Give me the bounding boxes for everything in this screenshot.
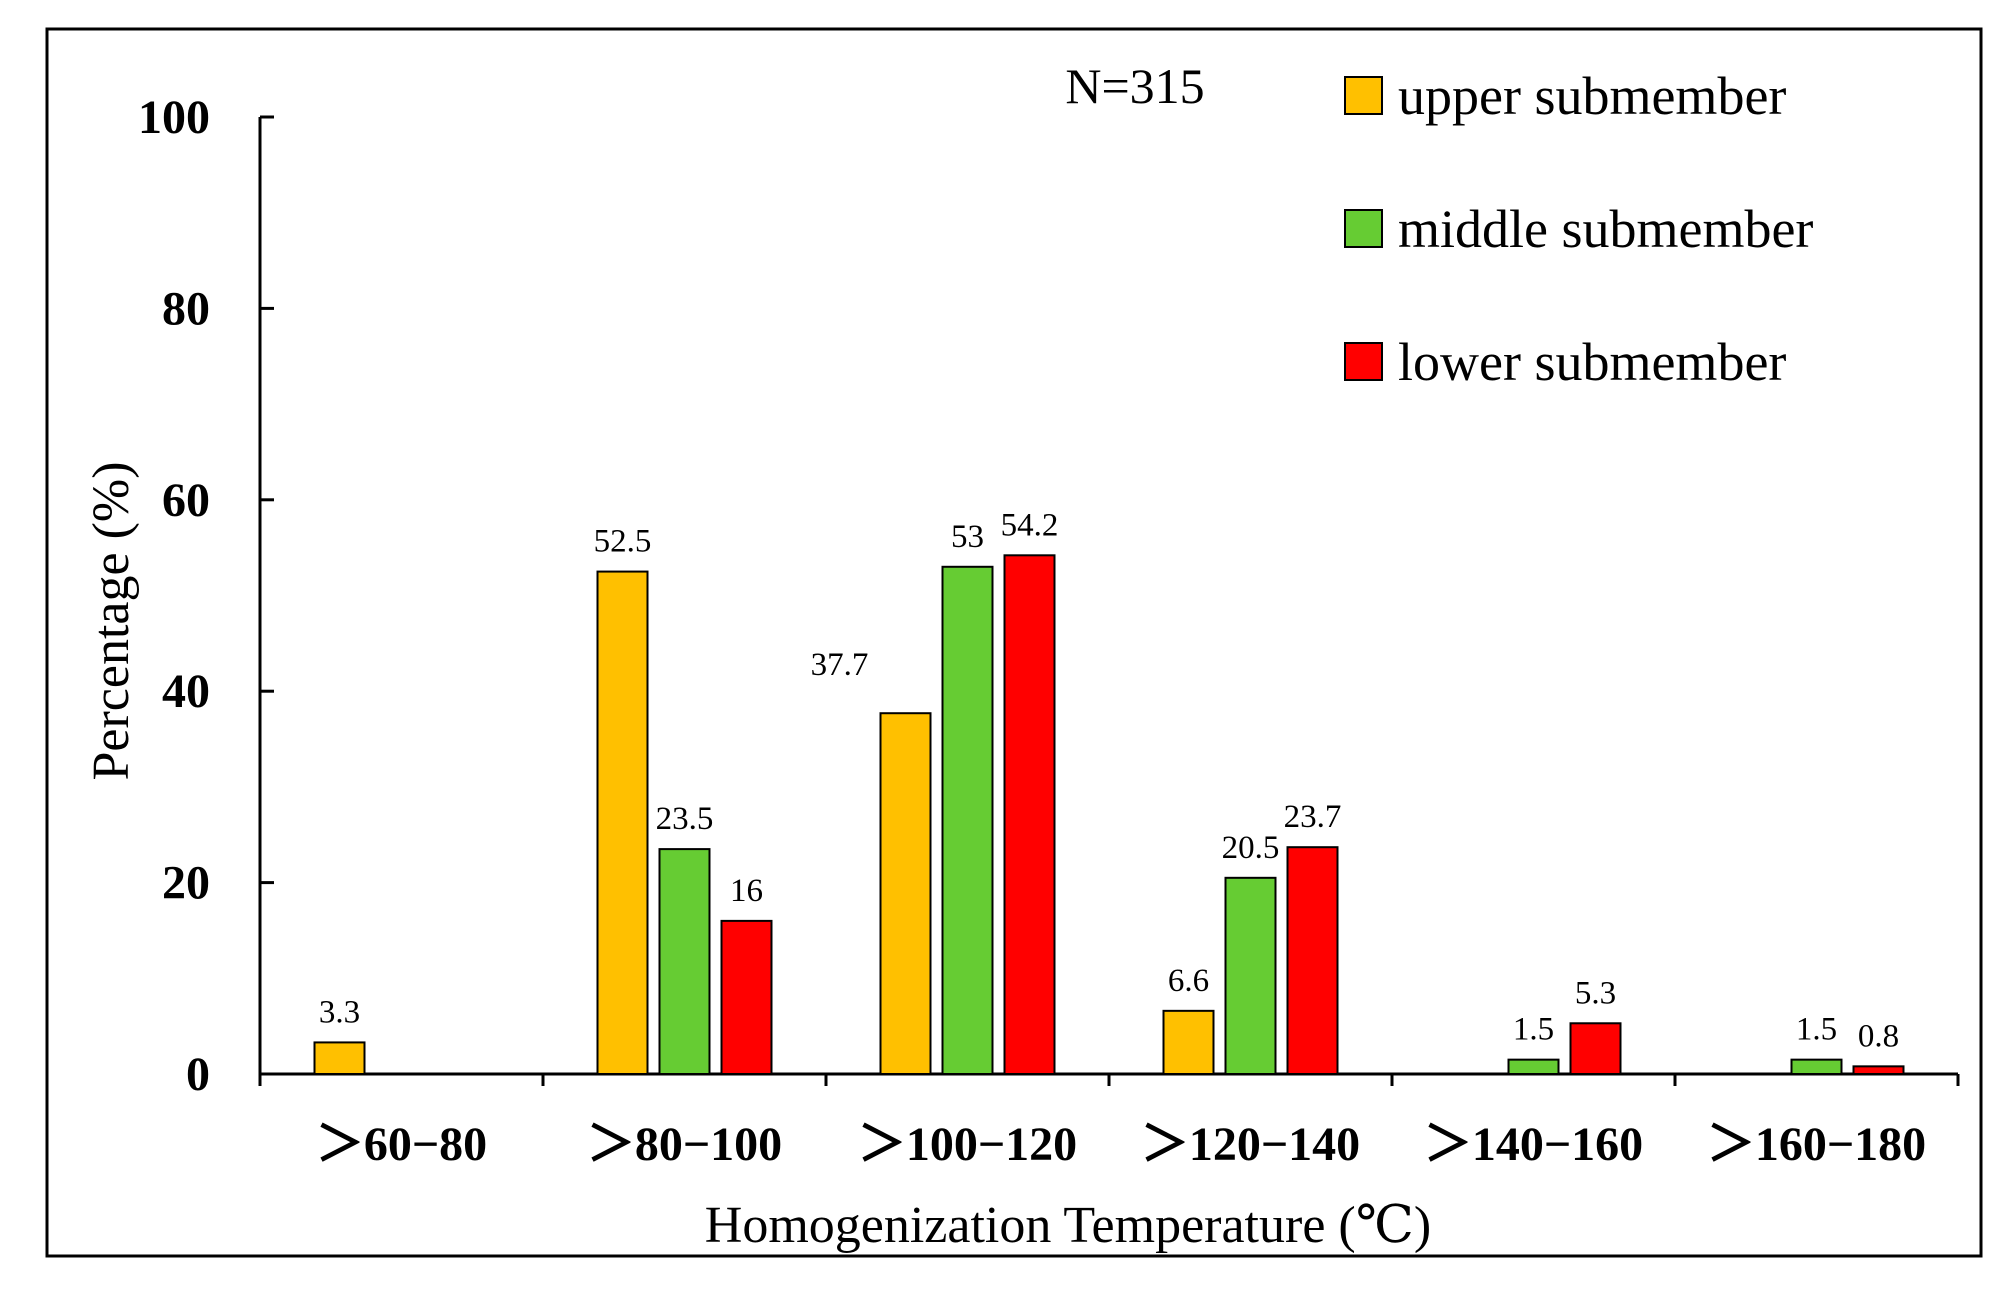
bar [313, 1041, 366, 1075]
bar [1224, 876, 1277, 1075]
data-label: 6.6 [1168, 963, 1209, 999]
bars [313, 554, 1905, 1076]
legend: upper submember middle submember lower sub… [1344, 66, 1813, 392]
data-label: 37.7 [811, 647, 869, 683]
bar [1852, 1065, 1905, 1075]
bar [658, 848, 711, 1075]
x-tick-label: ＞100−120 [858, 1118, 1077, 1171]
data-label: 1.5 [1513, 1012, 1554, 1048]
y-tick-label: 100 [138, 91, 210, 144]
x-tick-label: ＞160−180 [1707, 1118, 1926, 1171]
chart-frame [45, 27, 1983, 1258]
axes: 0 20 40 60 80 100 ＞60−80 ＞80−100 ＞100−120 ＞120−14… [138, 91, 1960, 1171]
y-tick-label: 0 [186, 1048, 210, 1101]
legend-label: upper submember [1398, 66, 1786, 126]
bar [1569, 1022, 1622, 1075]
data-label: 52.5 [594, 524, 652, 560]
y-axis-title: Percentage (%) [83, 461, 140, 780]
x-tick-label: ＞80−100 [587, 1118, 782, 1171]
legend-swatch [1344, 76, 1383, 115]
bar [1286, 846, 1339, 1075]
legend-swatch [1344, 209, 1383, 248]
bar [720, 919, 773, 1075]
data-label: 3.3 [319, 994, 360, 1030]
y-tick-label: 60 [162, 474, 210, 527]
bar [1162, 1009, 1215, 1076]
data-labels: 3.3 52.5 37.7 6.6 23.5 53 20.5 1.5 1.5 16 54.2 23.7… [319, 507, 1899, 1054]
data-label: 23.7 [1284, 799, 1342, 835]
data-label: 20.5 [1222, 830, 1280, 866]
y-tick-label: 40 [162, 665, 210, 718]
bar [1003, 554, 1056, 1075]
y-tick-label: 20 [162, 857, 210, 910]
bar [879, 712, 932, 1075]
legend-swatch [1344, 342, 1383, 381]
data-label: 16 [730, 873, 763, 909]
sample-count-annotation: N=315 [1065, 58, 1204, 114]
data-label: 54.2 [1001, 507, 1059, 543]
data-label: 53 [951, 519, 984, 555]
x-tick-label: ＞120−140 [1141, 1118, 1360, 1171]
data-label: 5.3 [1575, 975, 1616, 1011]
bar [1790, 1058, 1843, 1076]
legend-label: middle submember [1398, 199, 1813, 259]
data-label: 23.5 [656, 801, 714, 837]
data-label: 0.8 [1858, 1018, 1899, 1054]
data-label: 1.5 [1796, 1012, 1837, 1048]
legend-label: lower submember [1398, 332, 1786, 392]
bar [941, 565, 994, 1075]
y-tick-label: 80 [162, 282, 210, 335]
x-tick-label: ＞60−80 [316, 1118, 487, 1171]
x-tick-label: ＞140−160 [1424, 1118, 1643, 1171]
x-axis-title: Homogenization Temperature (℃) [705, 1197, 1431, 1254]
bar [1507, 1058, 1560, 1076]
bar [596, 570, 649, 1075]
